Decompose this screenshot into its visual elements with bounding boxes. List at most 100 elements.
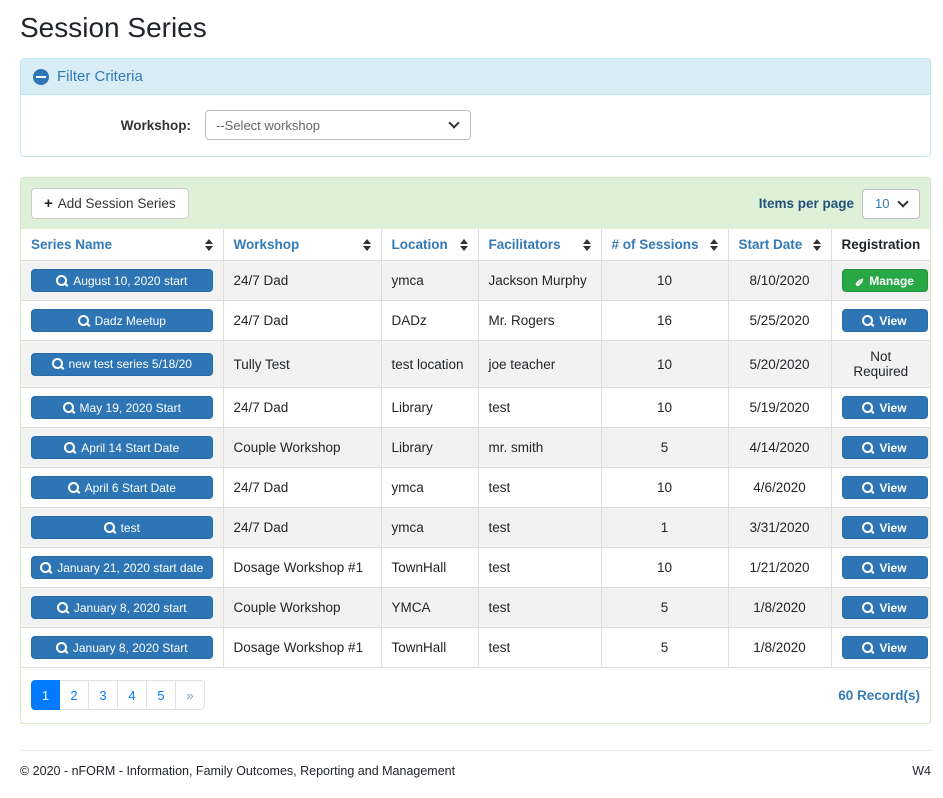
view-button[interactable]: View	[841, 309, 928, 332]
workshop-cell: 24/7 Dad	[223, 260, 382, 301]
workshop-cell: 24/7 Dad	[223, 300, 382, 341]
collapse-minus-icon[interactable]	[33, 68, 49, 85]
series-name-button[interactable]: April 6 Start Date	[31, 476, 213, 499]
sort-icon[interactable]	[710, 239, 718, 251]
series-name-button[interactable]: April 14 Start Date	[31, 436, 213, 459]
pencil-icon: ✎	[855, 275, 865, 287]
sessions-cell: 1	[601, 507, 729, 548]
page-title: Session Series	[20, 12, 207, 43]
registration-text: Not Required	[853, 349, 909, 379]
view-button[interactable]: View	[841, 596, 928, 619]
series-name-button[interactable]: test	[31, 516, 213, 539]
sort-icon[interactable]	[583, 239, 591, 251]
start-date-cell: 8/10/2020	[728, 260, 832, 301]
series-name-button[interactable]: new test series 5/18/20	[31, 352, 213, 376]
sort-icon[interactable]	[460, 239, 468, 251]
facilitators-cell: joe teacher	[478, 340, 602, 388]
filter-body: Workshop: --Select workshop	[21, 95, 930, 156]
column-header-registration: Registration	[831, 229, 930, 261]
series-name-label: January 8, 2020 Start	[72, 640, 188, 655]
registration-button-label: View	[879, 600, 907, 615]
facilitators-cell: mr. smith	[478, 427, 602, 468]
series-name-label: Dadz Meetup	[94, 313, 166, 328]
workshop-cell: Couple Workshop	[223, 587, 382, 628]
magnifier-icon	[64, 441, 76, 454]
plus-icon: +	[44, 195, 53, 212]
table-header-row: Series Name Workshop Location Facilitators #…	[21, 229, 930, 261]
column-header-series-name[interactable]: Series Name	[21, 229, 224, 261]
column-label: Start Date	[738, 237, 803, 252]
items-per-page-label: Items per page	[758, 196, 854, 211]
magnifier-icon	[862, 561, 874, 574]
table-row: April 14 Start Date Couple Workshop Librar…	[21, 427, 930, 468]
filter-header[interactable]: Filter Criteria	[21, 59, 930, 95]
manage-button[interactable]: ✎ Manage	[841, 269, 928, 292]
series-name-label: new test series 5/18/20	[68, 357, 192, 371]
pagination: 1 2 3 4 5»	[31, 680, 205, 710]
column-header-start-date[interactable]: Start Date	[728, 229, 832, 261]
column-header-facilitators[interactable]: Facilitators	[478, 229, 602, 261]
location-cell: YMCA	[381, 587, 479, 628]
series-name-label: January 8, 2020 start	[73, 600, 187, 615]
table-row: April 6 Start Date 24/7 Dad ymca test 10 4/6/…	[21, 467, 930, 508]
sort-icon[interactable]	[205, 239, 213, 251]
facilitators-cell: test	[478, 547, 602, 588]
series-name-button[interactable]: August 10, 2020 start	[31, 269, 213, 292]
registration-cell: View	[831, 547, 930, 588]
sort-icon[interactable]	[813, 239, 821, 251]
series-name-cell: April 14 Start Date	[21, 427, 224, 468]
workshop-select[interactable]: --Select workshop	[205, 110, 471, 140]
sort-icon[interactable]	[363, 239, 371, 251]
view-button[interactable]: View	[841, 476, 928, 499]
table-row: January 8, 2020 Start Dosage Workshop #1 T…	[21, 627, 930, 668]
view-button[interactable]: View	[841, 556, 928, 579]
series-name-button[interactable]: Dadz Meetup	[31, 309, 213, 332]
registration-cell: View	[831, 467, 930, 508]
items-per-page-zone: Items per page 10	[758, 188, 920, 219]
items-per-page-select[interactable]: 10	[862, 188, 920, 219]
page-button-1[interactable]: 1	[31, 680, 60, 710]
facilitators-cell: Jackson Murphy	[478, 260, 602, 301]
page-button-5[interactable]: 5	[147, 680, 176, 710]
column-header-of-sessions[interactable]: # of Sessions	[601, 229, 729, 261]
view-button[interactable]: View	[841, 636, 928, 659]
registration-cell: View	[831, 627, 930, 668]
magnifier-icon	[40, 561, 52, 574]
view-button[interactable]: View	[841, 396, 928, 419]
location-cell: test location	[381, 340, 479, 388]
series-name-button[interactable]: January 21, 2020 start date	[31, 556, 213, 579]
filter-panel: Filter Criteria Workshop: --Select works…	[20, 58, 931, 157]
location-cell: Library	[381, 427, 479, 468]
sessions-cell: 5	[601, 427, 729, 468]
workshop-select-wrap: --Select workshop	[205, 110, 471, 140]
series-name-label: August 10, 2020 start	[73, 273, 188, 288]
registration-button-label: View	[879, 480, 907, 495]
workshop-label: Workshop:	[120, 117, 191, 133]
facilitators-cell: test	[478, 467, 602, 508]
column-label: Series Name	[31, 237, 113, 252]
registration-cell: View	[831, 587, 930, 628]
workshop-cell: Dosage Workshop #1	[223, 627, 382, 668]
series-name-button[interactable]: January 8, 2020 Start	[31, 636, 213, 659]
add-session-series-button[interactable]: + Add Session Series	[31, 188, 189, 219]
view-button[interactable]: View	[841, 516, 928, 539]
view-button[interactable]: View	[841, 436, 928, 459]
column-header-workshop[interactable]: Workshop	[223, 229, 382, 261]
series-name-button[interactable]: January 8, 2020 start	[31, 596, 213, 619]
next-pages-button[interactable]: »	[176, 680, 205, 710]
registration-button-label: View	[879, 560, 907, 575]
records-count: 60 Record(s)	[838, 687, 920, 703]
location-cell: Library	[381, 387, 479, 428]
series-name-cell: August 10, 2020 start	[21, 260, 224, 301]
column-header-location[interactable]: Location	[381, 229, 479, 261]
sessions-cell: 10	[601, 340, 729, 388]
magnifier-icon	[56, 274, 68, 287]
series-name-button[interactable]: May 19, 2020 Start	[31, 396, 213, 419]
magnifier-icon	[103, 521, 116, 534]
filter-title: Filter Criteria	[57, 68, 143, 85]
facilitators-cell: test	[478, 387, 602, 428]
page-button-3[interactable]: 3	[89, 680, 118, 710]
sessions-cell: 10	[601, 547, 729, 588]
page-button-2[interactable]: 2	[60, 680, 89, 710]
page-button-4[interactable]: 4	[118, 680, 147, 710]
